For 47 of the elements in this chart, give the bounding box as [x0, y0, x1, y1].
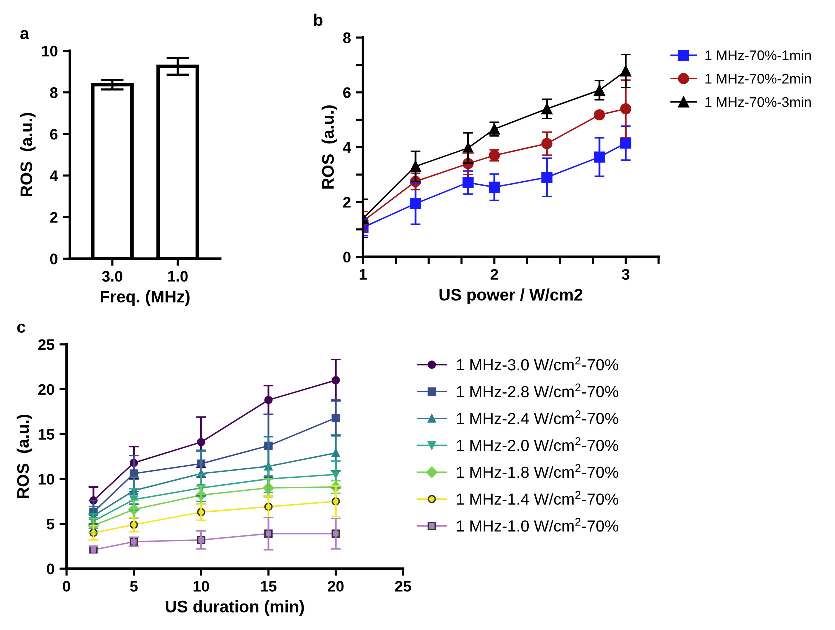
y-tick-label: 0 — [50, 254, 58, 265]
y-axis-title: ROS (a.u.) — [322, 106, 338, 189]
y-tick-label: 4 — [343, 142, 352, 153]
x-tick-label: 1.0 — [168, 271, 188, 282]
y-axis-title: ROS (a.u.) — [20, 113, 36, 196]
legend-label: 1 MHz-2.8 W/cm$^{2}$-70% — [457, 384, 618, 398]
x-tick-label: 0 — [63, 581, 70, 592]
legend-label: 1 MHz-70%-2min — [706, 74, 812, 84]
y-tick-label: 10 — [42, 46, 58, 57]
y-tick-label: 0 — [47, 564, 54, 575]
y-tick-label: 4 — [50, 170, 58, 182]
x-tick-label: 1 — [360, 269, 368, 280]
x-tick-label: 2 — [490, 269, 498, 280]
legend-label: 1 MHz-2.0 W/cm$^{2}$-70% — [457, 437, 618, 452]
x-tick-label: 20 — [328, 581, 344, 592]
y-tick-label: 0 — [344, 252, 351, 263]
x-tick-label: 10 — [194, 581, 210, 592]
chart-title: b — [314, 14, 323, 26]
legend-label: 1 MHz-1.0 W/cm$^{2}$-70% — [457, 518, 618, 532]
legend-label: 1 MHz-1.4 W/cm$^{2}$-70% — [457, 491, 618, 506]
chart-title: c — [17, 324, 26, 333]
y-tick-label: 2 — [50, 212, 58, 223]
y-tick-label: 5 — [46, 519, 55, 530]
x-tick-label: 15 — [261, 581, 277, 592]
y-tick-label: 8 — [50, 87, 58, 98]
x-axis-title: US duration (min) — [166, 600, 304, 616]
y-tick-label: 25 — [38, 339, 55, 350]
y-tick-label: 15 — [38, 429, 55, 440]
y-tick-label: 2 — [343, 197, 351, 208]
y-tick-label: 10 — [38, 474, 54, 485]
x-tick-label: 25 — [395, 581, 412, 592]
legend-label: 1 MHz-70%-1min — [706, 50, 812, 60]
legend-label: 1 MHz-70%-3min — [706, 97, 812, 108]
y-tick-label: 8 — [343, 32, 351, 44]
chart-title: a — [20, 30, 30, 40]
legend-label: 1 MHz-2.4 W/cm$^{2}$-70% — [457, 410, 618, 424]
x-tick-label: 5 — [130, 581, 138, 592]
x-axis-title: Freq. (MHz) — [101, 290, 190, 306]
x-axis-title: US power / W/cm2 — [440, 288, 583, 304]
x-tick-label: 3 — [622, 269, 630, 280]
legend-label: 1 MHz-1.8 W/cm$^{2}$-70% — [457, 464, 618, 478]
y-tick-label: 6 — [50, 129, 58, 140]
x-tick-label: 3.0 — [102, 271, 123, 282]
y-axis-title: ROS (a.u.) — [16, 414, 32, 498]
legend-label: 1 MHz-3.0 W/cm$^{2}$-70% — [457, 356, 618, 371]
y-tick-label: 6 — [343, 87, 351, 98]
y-tick-label: 20 — [38, 384, 54, 396]
